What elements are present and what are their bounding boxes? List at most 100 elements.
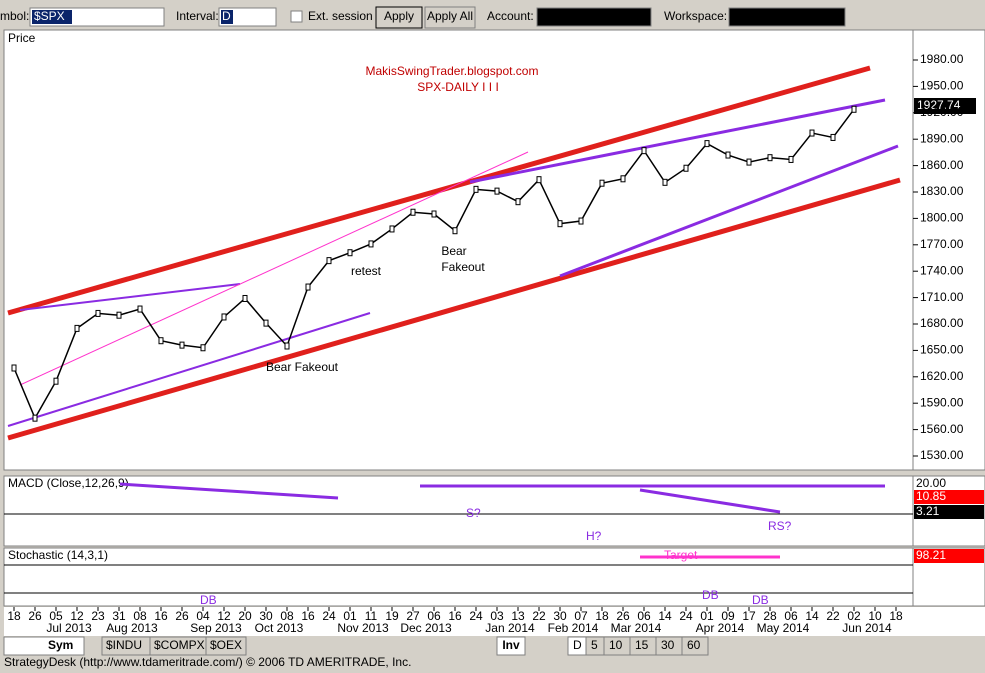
macd-value: 3.21 (916, 504, 940, 518)
tab-text: 60 (687, 638, 701, 652)
candle (830, 133, 836, 141)
day-label: 22 (826, 609, 840, 623)
candle (452, 227, 458, 235)
month-label: Nov 2013 (337, 621, 389, 635)
apply-all-button[interactable] (424, 6, 476, 29)
day-label: 18 (889, 609, 903, 623)
tab-text: 5 (591, 638, 598, 652)
candle (746, 158, 752, 166)
candle (410, 208, 416, 216)
y-tick-label: 1530.00 (920, 448, 964, 462)
account-box[interactable] (536, 7, 652, 27)
candle (326, 257, 332, 265)
date-axis (4, 607, 985, 636)
day-label: 28 (763, 609, 777, 623)
note: DB (702, 588, 719, 602)
day-label: 22 (532, 609, 546, 623)
trend-line (639, 488, 781, 514)
day-label: 16 (154, 609, 168, 623)
day-label: 26 (175, 609, 189, 623)
day-label: 23 (91, 609, 105, 623)
candle (284, 342, 290, 350)
y-tick-label: 1560.00 (920, 422, 964, 436)
trend-line (469, 98, 886, 184)
y-tick-label: 1740.00 (920, 263, 964, 277)
label: Workspace: (664, 9, 727, 23)
day-label: 24 (322, 609, 336, 623)
label: mbol: (0, 9, 29, 23)
annotation: Bear Fakeout (266, 360, 339, 374)
value-box (914, 549, 984, 563)
candle (242, 294, 248, 302)
status: StrategyDesk (http://www.tdameritrade.co… (4, 655, 411, 669)
day-label: 26 (28, 609, 42, 623)
tab-text: Inv (502, 638, 520, 652)
y-tick-label: 1830.00 (920, 184, 964, 198)
tab[interactable] (205, 636, 247, 656)
day-label: 10 (868, 609, 882, 623)
candle (599, 179, 605, 187)
trend-line (119, 482, 339, 500)
day-label: 31 (112, 609, 126, 623)
candle (704, 140, 710, 148)
day-label: 07 (574, 609, 588, 623)
tab-text: $INDU (106, 638, 142, 652)
y-tick-label: 1650.00 (920, 343, 964, 357)
selection (32, 10, 72, 24)
day-label: 30 (553, 609, 567, 623)
day-label: 01 (343, 609, 357, 623)
workspace-box[interactable] (728, 7, 846, 27)
day-label: 24 (469, 609, 483, 623)
tab[interactable] (3, 636, 85, 656)
day-label: 12 (70, 609, 84, 623)
day-label: 09 (721, 609, 735, 623)
title: SPX-DAILY I I I (417, 80, 499, 94)
candle (578, 217, 584, 225)
annotation: Fakeout (441, 260, 485, 274)
candle (725, 151, 731, 159)
label: Account: (487, 9, 534, 23)
interval-box[interactable] (218, 7, 277, 27)
day-label: 16 (448, 609, 462, 623)
tab-text: 15 (635, 638, 649, 652)
day-label: 03 (490, 609, 504, 623)
source: MakisSwingTrader.blogspot.com (366, 64, 539, 78)
note: DB (200, 593, 217, 607)
month-label: Sep 2013 (190, 621, 242, 635)
candle (53, 377, 59, 385)
y-tick-label: 1680.00 (920, 316, 964, 330)
day-label: 27 (406, 609, 420, 623)
y-tick-label: 1590.00 (920, 395, 964, 409)
candle (536, 176, 542, 184)
tab-text: Sym (48, 638, 73, 652)
month-label: Aug 2013 (106, 621, 158, 635)
macd-value: 10.85 (916, 489, 946, 503)
candle (74, 324, 80, 332)
tab[interactable] (496, 636, 526, 656)
day-label: 17 (742, 609, 756, 623)
day-label: 06 (637, 609, 651, 623)
candle (431, 210, 437, 218)
month-label: Jul 2013 (46, 621, 92, 635)
value-box (914, 490, 984, 504)
value-box (914, 505, 984, 519)
channel-line (7, 65, 871, 316)
tab[interactable] (681, 636, 709, 656)
day-label: 05 (49, 609, 63, 623)
note: S? (466, 506, 481, 520)
checkbox[interactable] (290, 10, 303, 23)
y-tick-label: 1620.00 (920, 369, 964, 383)
apply-button[interactable] (375, 6, 423, 29)
month-label: Jan 2014 (485, 621, 535, 635)
candle (515, 198, 521, 206)
month-label: Dec 2013 (400, 621, 452, 635)
last-price: 1927.74 (917, 98, 961, 112)
interval: D (222, 9, 231, 23)
note: H? (586, 529, 602, 543)
candle (683, 164, 689, 172)
annotation: Bear (441, 244, 466, 258)
tab-text: 10 (609, 638, 623, 652)
candle (347, 249, 353, 257)
day-label: 16 (301, 609, 315, 623)
